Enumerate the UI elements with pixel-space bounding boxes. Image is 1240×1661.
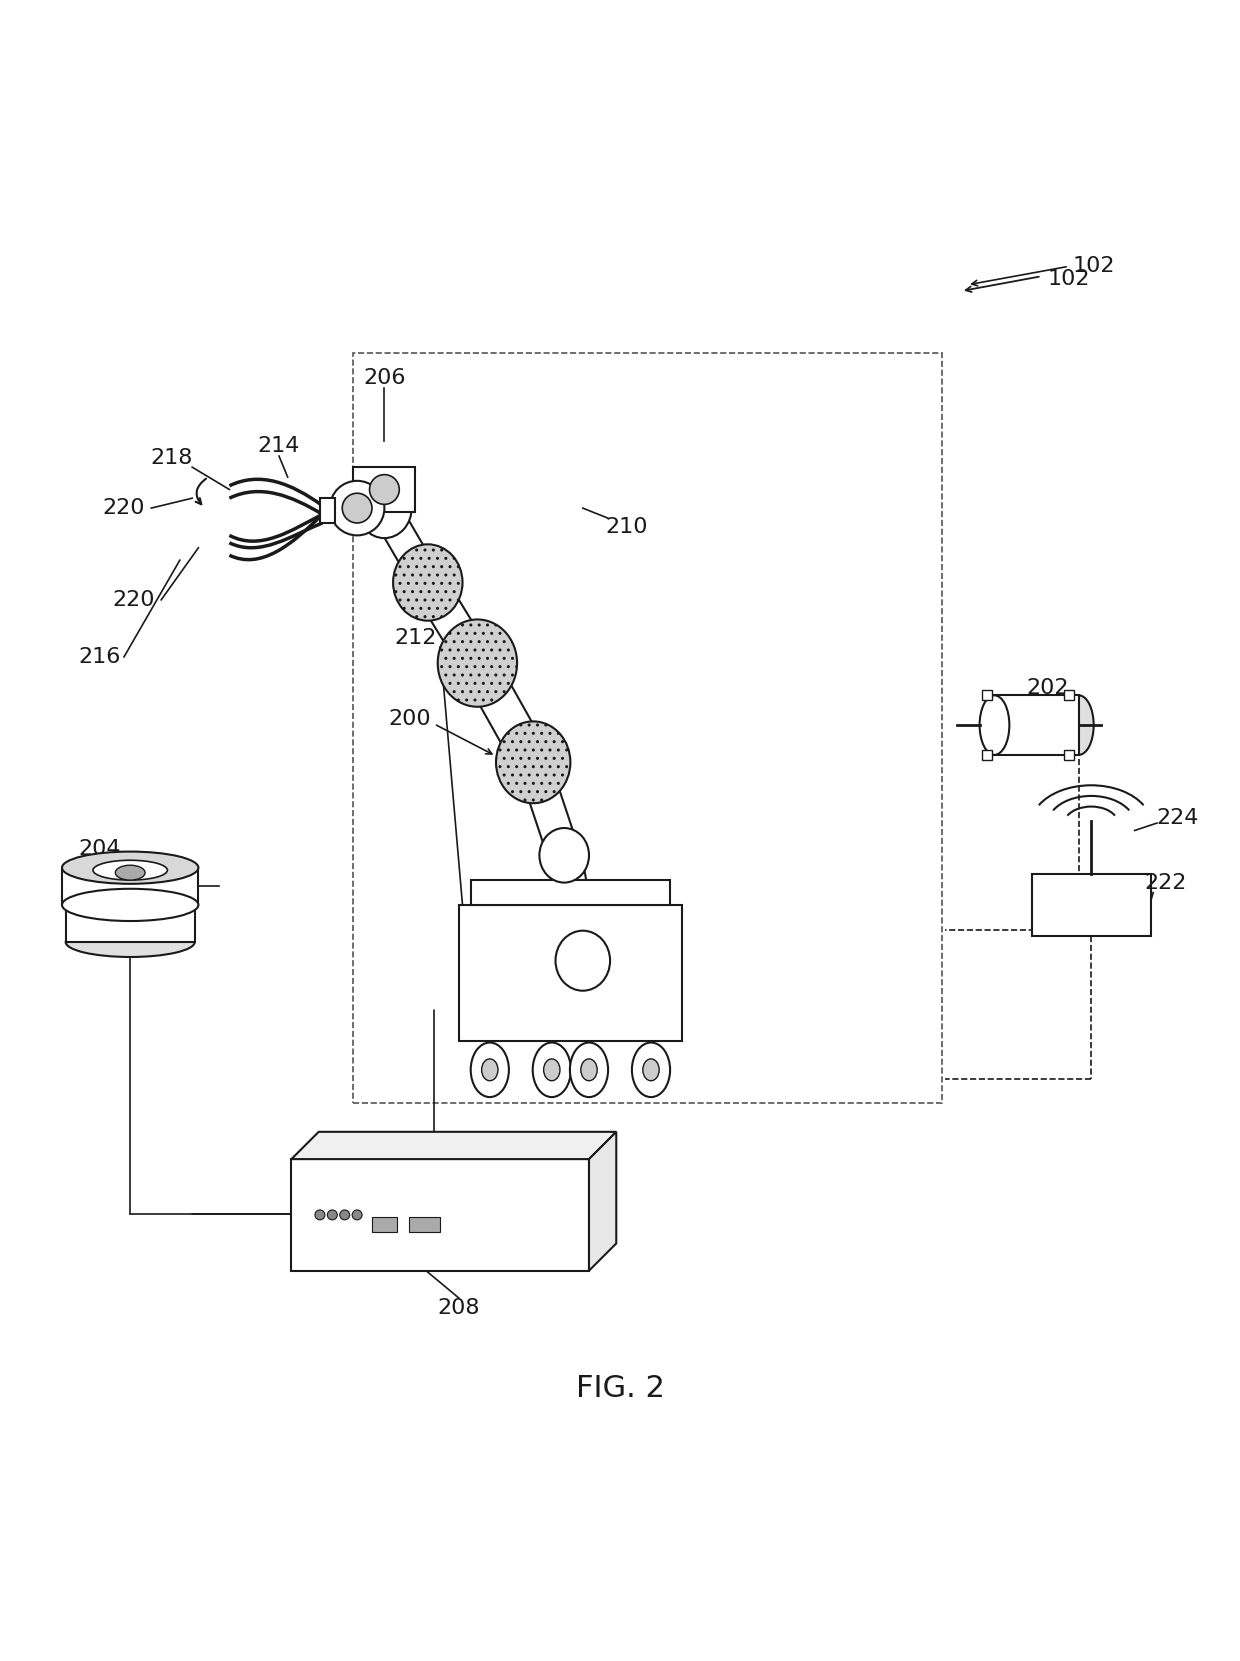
Polygon shape	[372, 500, 440, 590]
Text: 220: 220	[103, 498, 145, 518]
Bar	[353, 467, 415, 512]
Bar	[982, 691, 992, 701]
Bar	[291, 1159, 589, 1271]
Ellipse shape	[1064, 696, 1094, 754]
Ellipse shape	[327, 1209, 337, 1219]
Polygon shape	[461, 654, 549, 771]
Text: 206: 206	[363, 367, 405, 389]
Text: 218: 218	[150, 448, 192, 468]
Bar	[459, 905, 682, 1041]
Text: 102: 102	[1048, 269, 1090, 289]
Ellipse shape	[342, 493, 372, 523]
Text: 204: 204	[78, 839, 120, 859]
Ellipse shape	[115, 865, 145, 880]
Bar	[62, 867, 198, 905]
Polygon shape	[518, 757, 579, 860]
Ellipse shape	[556, 930, 610, 990]
Ellipse shape	[570, 1043, 608, 1098]
Bar	[320, 498, 335, 523]
Polygon shape	[589, 1131, 616, 1271]
Ellipse shape	[370, 475, 399, 505]
Text: 202: 202	[1027, 678, 1069, 698]
Text: 220: 220	[113, 590, 155, 610]
Bar	[409, 1218, 440, 1232]
Ellipse shape	[438, 620, 517, 706]
Text: 214: 214	[258, 437, 300, 457]
Ellipse shape	[496, 721, 570, 804]
Text: 222: 222	[1145, 872, 1187, 892]
Ellipse shape	[352, 1209, 362, 1219]
Bar	[1032, 874, 1151, 935]
Text: 200: 200	[388, 709, 430, 729]
Ellipse shape	[66, 927, 195, 957]
Ellipse shape	[539, 829, 589, 882]
Bar	[372, 1218, 397, 1232]
Polygon shape	[547, 852, 600, 963]
Ellipse shape	[357, 478, 412, 538]
Ellipse shape	[340, 1209, 350, 1219]
Text: 224: 224	[1157, 809, 1199, 829]
Polygon shape	[413, 573, 492, 673]
Ellipse shape	[543, 1060, 560, 1081]
Ellipse shape	[93, 860, 167, 880]
Bar	[1064, 691, 1074, 701]
Bar	[471, 880, 670, 905]
Ellipse shape	[632, 1043, 670, 1098]
Text: 208: 208	[438, 1297, 480, 1317]
Bar	[1064, 749, 1074, 759]
Text: 102: 102	[1073, 256, 1115, 276]
Ellipse shape	[315, 1209, 325, 1219]
Text: 212: 212	[394, 628, 436, 648]
Ellipse shape	[481, 1060, 498, 1081]
Text: FIG. 2: FIG. 2	[575, 1374, 665, 1404]
Ellipse shape	[980, 696, 1009, 754]
Ellipse shape	[330, 480, 384, 535]
Ellipse shape	[471, 1043, 508, 1098]
Ellipse shape	[393, 545, 463, 621]
Ellipse shape	[533, 1043, 570, 1098]
Bar	[982, 749, 992, 759]
Ellipse shape	[62, 852, 198, 884]
Ellipse shape	[62, 889, 198, 920]
Polygon shape	[291, 1131, 616, 1159]
Text: 210: 210	[605, 517, 647, 537]
Ellipse shape	[66, 890, 195, 920]
Ellipse shape	[642, 1060, 660, 1081]
Bar	[994, 696, 1079, 754]
Text: 216: 216	[78, 646, 120, 668]
Ellipse shape	[580, 1060, 598, 1081]
Bar	[353, 354, 942, 1103]
Bar	[66, 905, 195, 942]
